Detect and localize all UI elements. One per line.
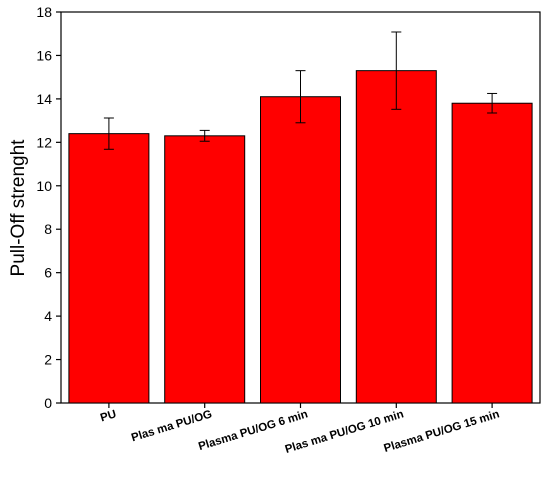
- y-tick-label: 12: [36, 134, 52, 150]
- x-tick-label: Plas ma PU/OG: [130, 408, 214, 444]
- y-tick-label: 6: [44, 265, 52, 281]
- bar: [164, 135, 246, 404]
- y-axis: 0 2 4 6 8 10 12 14 16 18: [36, 4, 61, 411]
- y-tick-label: 0: [44, 395, 52, 411]
- y-tick-label: 2: [44, 352, 52, 368]
- bar: [355, 70, 437, 404]
- bar: [260, 96, 341, 404]
- y-tick-label: 16: [36, 47, 52, 63]
- y-tick-label: 8: [44, 221, 52, 237]
- y-tick-label: 14: [36, 91, 52, 107]
- x-tick-label: PU: [99, 408, 118, 424]
- y-tick-label: 4: [44, 308, 52, 324]
- bar: [451, 102, 533, 404]
- bar: [68, 133, 150, 404]
- bars-group: [68, 70, 533, 404]
- y-axis-title: Pull-Off strenght: [8, 139, 29, 277]
- y-tick-label: 10: [36, 178, 52, 194]
- y-tick-label: 18: [36, 4, 52, 20]
- error-bars-group: [103, 31, 498, 150]
